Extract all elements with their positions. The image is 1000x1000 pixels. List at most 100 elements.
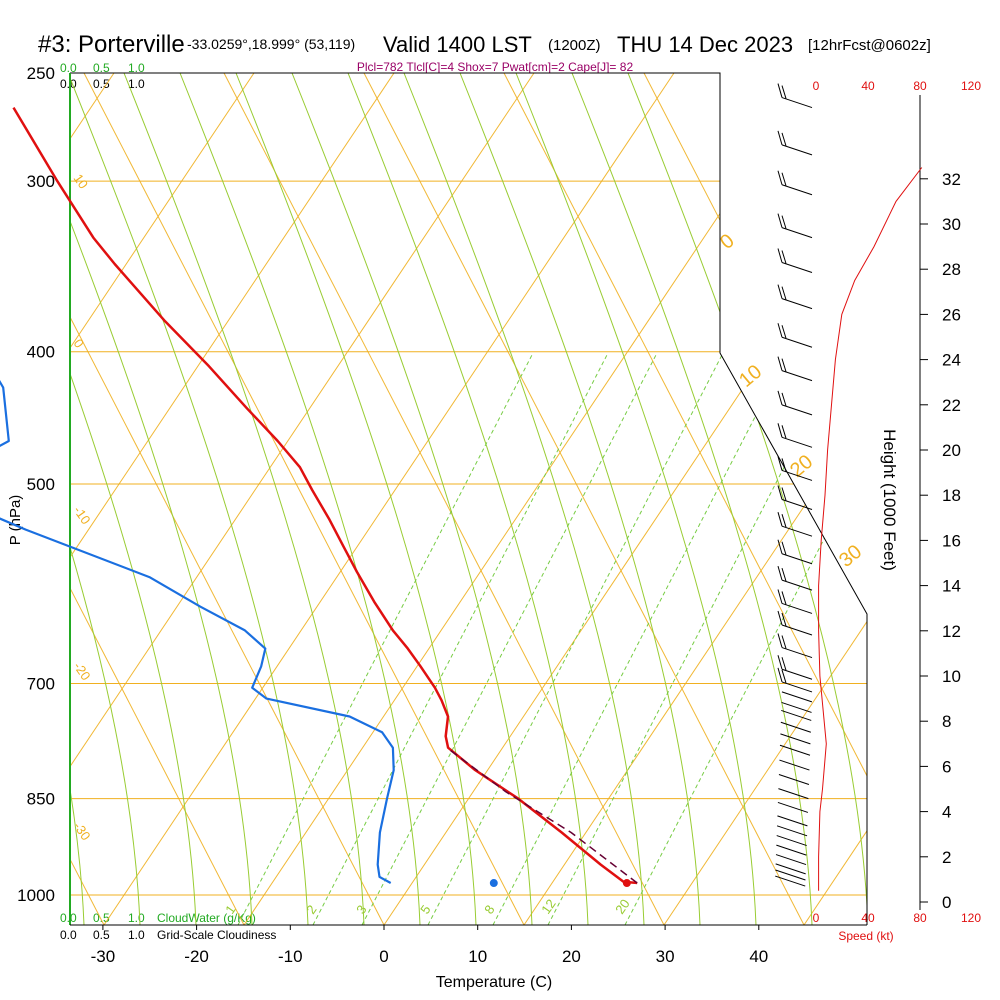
wind-barb-feather: [777, 130, 783, 145]
height-tick-18: 18: [942, 486, 961, 505]
moist-adiabat-line: [347, 73, 589, 925]
pressure-tick-400: 400: [27, 343, 55, 362]
wind-barb-shaft: [781, 525, 813, 537]
wind-barb-feather: [781, 85, 787, 99]
wind-speed-profile: [818, 167, 923, 891]
station-coords: -33.0259°,18.999° (53,119): [187, 36, 355, 52]
dry-adiabat-line: [243, 73, 815, 925]
speed-tick-top-0: 0: [813, 79, 820, 93]
wind-barb-feather: [781, 325, 787, 339]
wind-barb: [777, 390, 813, 416]
height-tick-24: 24: [942, 351, 961, 370]
speed-tick-bottom-1: 40: [861, 911, 875, 925]
mixing-ratio-line: [547, 352, 844, 925]
dry-adiabat-label: 0: [71, 336, 87, 351]
moist-adiabat-line: [70, 73, 141, 925]
height-tick-12: 12: [942, 622, 961, 641]
dry-adiabat-labels: 10 0 -10 -20 -30: [71, 171, 94, 843]
wind-barb-shaft: [779, 744, 811, 756]
mixing-ratio-line: [427, 352, 724, 925]
dry-adiabat-label: -10: [71, 503, 94, 527]
wind-barb: [777, 565, 813, 591]
wind-barb-feather: [781, 541, 787, 555]
cloudiness-scale-bottom-0: 0.0: [60, 928, 77, 942]
wind-barb: [776, 835, 807, 847]
wind-barb-shaft: [775, 863, 806, 875]
wind-barb: [777, 485, 813, 511]
wind-barb: [777, 83, 813, 109]
surface-dewpoint-marker: [489, 879, 498, 888]
speed-tick-bottom-3: 120: [961, 911, 981, 925]
wind-barb: [777, 655, 813, 680]
wind-barb-feather: [781, 172, 787, 186]
mixing-ratio-line: [492, 352, 789, 925]
utc-time: (1200Z): [548, 37, 601, 54]
wind-barb-shaft: [778, 774, 810, 785]
wind-barb: [777, 539, 813, 565]
wind-barb: [776, 844, 807, 856]
wind-barb: [775, 863, 806, 875]
wind-barb-shaft: [781, 668, 813, 680]
wind-barb: [779, 759, 810, 771]
wind-barb-feather: [781, 458, 787, 472]
wind-barb: [780, 721, 811, 733]
dry-adiabat-line: [70, 73, 385, 925]
moist-adiabat-line: [459, 73, 701, 925]
cloud-scale-top-0: 0.0: [60, 61, 77, 75]
mixing-ratio-label: 20: [612, 896, 633, 916]
height-tick-32: 32: [942, 170, 961, 189]
mixing-ratio-labels: 1 2 3 5 8 12 20: [222, 896, 633, 916]
wind-barb-shaft: [781, 624, 813, 636]
mixing-ratio-line: [312, 352, 609, 925]
wind-barb-shaft: [781, 227, 813, 239]
wind-barb-shaft: [776, 835, 807, 847]
station-title: #3: Porterville: [38, 31, 185, 58]
wind-barb: [777, 633, 813, 659]
dry-adiabat-line: [83, 73, 525, 925]
wind-barb-feather: [777, 539, 783, 554]
valid-time: Valid 1400 LST: [383, 32, 532, 57]
mixing-ratio-lines: [237, 352, 867, 925]
wind-barb-shaft: [779, 759, 810, 771]
wind-barb-shaft: [780, 733, 811, 745]
mixing-ratio-label: 12: [538, 896, 559, 916]
height-tick-6: 6: [942, 757, 951, 776]
moist-adiabat-line: [403, 73, 645, 925]
moist-adiabat-line: [571, 73, 813, 925]
sounding-traces: [0, 106, 638, 885]
wind-barb-shaft: [781, 553, 813, 565]
height-tick-8: 8: [942, 712, 951, 731]
pressure-tick-300: 300: [27, 172, 55, 191]
mixing-ratio-label: 3: [353, 902, 369, 917]
dry-adiabat-line: [363, 73, 805, 925]
wind-barb-feather: [777, 323, 783, 338]
temperature-tick-10: 10: [468, 947, 487, 966]
wind-barb-feather: [777, 356, 783, 371]
cloudiness-scale-bottom-2: 1.0: [128, 928, 145, 942]
wind-barb-feather: [777, 456, 783, 471]
isobar-lines: [70, 73, 867, 896]
wind-barb-shaft: [776, 844, 807, 856]
cloudiness-label: Grid-Scale Cloudiness: [157, 928, 276, 942]
wind-barb-shaft: [781, 336, 813, 348]
wind-barb-shaft: [781, 144, 813, 156]
temperature-tick-20: 20: [562, 947, 581, 966]
wind-barb: [777, 284, 813, 310]
height-tick-4: 4: [942, 803, 951, 822]
wind-barb: [780, 733, 811, 745]
wind-barb-feather: [777, 390, 783, 406]
temperature-trace: [12, 106, 638, 885]
wind-speed-line: [818, 167, 923, 891]
pressure-tick-850: 850: [27, 790, 55, 809]
height-tick-0: 0: [942, 893, 951, 912]
moist-adiabat-line: [70, 73, 197, 925]
plot-border: [70, 72, 868, 925]
valid-date: THU 14 Dec 2023: [617, 32, 793, 57]
wind-barb: [776, 825, 808, 837]
height-tick-30: 30: [942, 215, 961, 234]
wind-barb: [778, 774, 810, 785]
wind-barb-feather: [781, 635, 787, 649]
temperature-tick--20: -20: [184, 947, 209, 966]
